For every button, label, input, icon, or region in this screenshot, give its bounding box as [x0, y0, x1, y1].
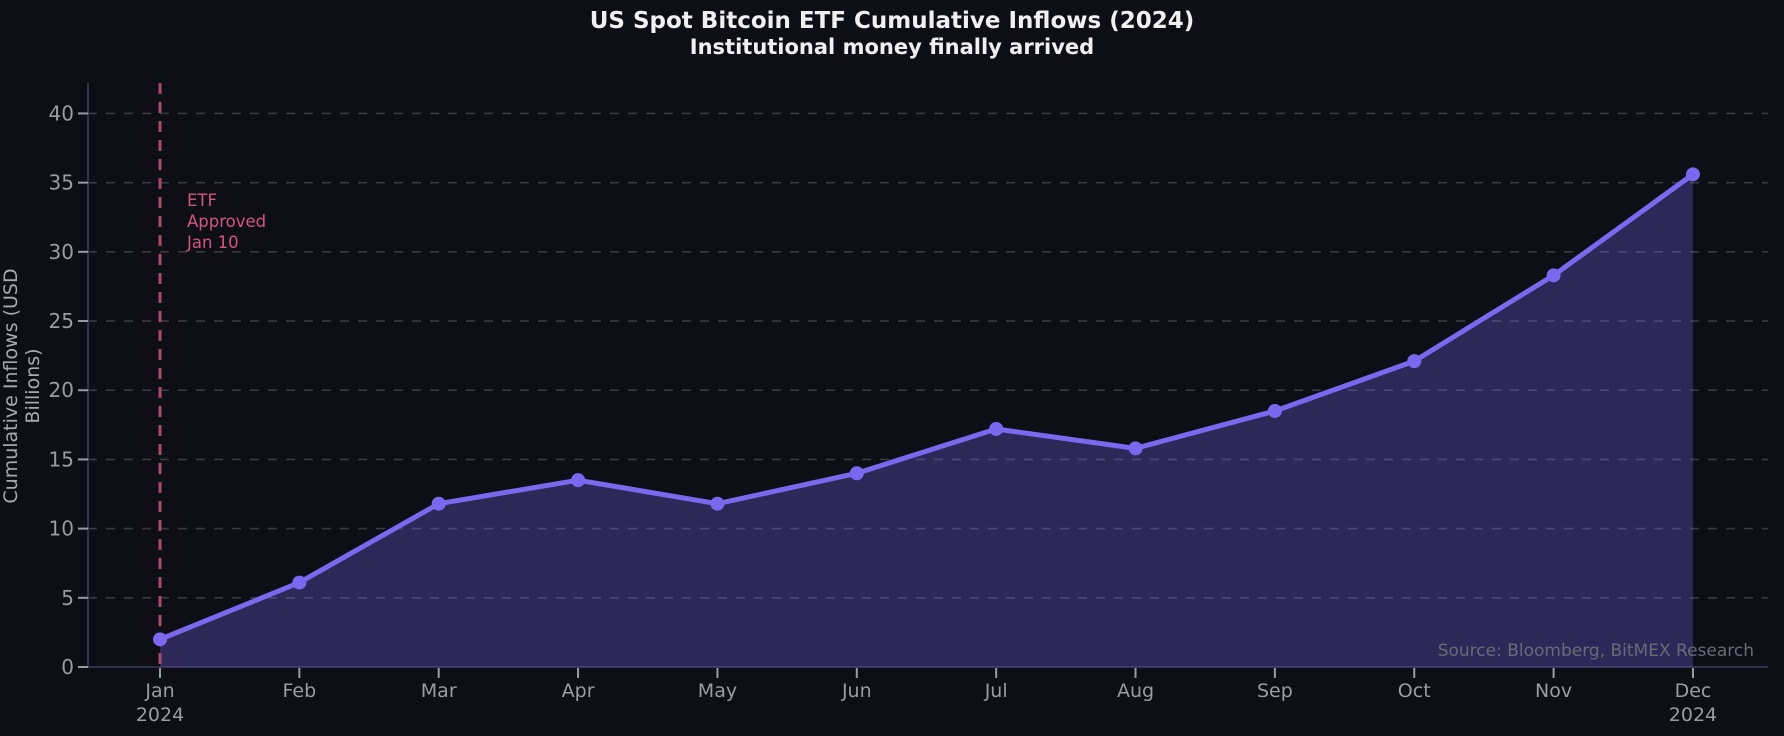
data-point-Mar [431, 496, 446, 511]
y-tick-label-25: 25 [49, 309, 74, 333]
y-tick-label-40: 40 [49, 101, 74, 125]
source-credit: Source: Bloomberg, BitMEX Research [1437, 641, 1754, 661]
x-tick-label-Dec: Dec [1675, 680, 1712, 702]
y-tick-label-20: 20 [49, 378, 74, 402]
data-point-Jul [989, 421, 1004, 436]
x-tick-year-label-Jan: 2024 [136, 704, 184, 726]
x-tick-label-May: May [698, 680, 737, 702]
chart-title: US Spot Bitcoin ETF Cumulative Inflows (… [589, 8, 1195, 34]
x-tick-label-Apr: Apr [562, 680, 595, 702]
y-tick-label-5: 5 [61, 586, 74, 610]
data-point-Dec [1685, 167, 1700, 182]
data-point-Jan [153, 632, 167, 647]
x-tick-label-Oct: Oct [1398, 680, 1431, 702]
x-tick-label-Jul: Jul [984, 680, 1008, 702]
data-point-Sep [1267, 403, 1282, 418]
x-tick-label-Feb: Feb [283, 680, 317, 702]
y-tick-label-15: 15 [49, 447, 74, 471]
area-fill [160, 174, 1693, 667]
data-point-Aug [1128, 441, 1143, 456]
chart-subtitle: Institutional money finally arrived [689, 35, 1095, 59]
x-tick-label-Mar: Mar [421, 680, 457, 702]
x-tick-label-Nov: Nov [1535, 680, 1572, 702]
x-tick-label-Jun: Jun [841, 680, 872, 702]
y-tick-label-30: 30 [49, 240, 74, 264]
x-tick-year-label-Dec: 2024 [1669, 704, 1717, 726]
y-tick-label-0: 0 [61, 655, 74, 679]
y-tick-label-10: 10 [49, 517, 74, 541]
data-point-Jun [849, 466, 864, 481]
x-tick-label-Jan: Jan [144, 680, 174, 702]
data-point-May [710, 496, 725, 511]
data-point-Oct [1407, 354, 1422, 369]
chart-header: US Spot Bitcoin ETF Cumulative Inflows (… [0, 8, 1784, 60]
cumulative-inflows-line [157, 171, 1696, 642]
data-point-Feb [292, 575, 307, 590]
x-tick-label-Aug: Aug [1117, 680, 1154, 702]
etf-approval-annotation: ETF Approved Jan 10 [187, 191, 267, 252]
data-point-Apr [571, 473, 586, 488]
y-tick-label-35: 35 [49, 171, 74, 195]
x-tick-label-Sep: Sep [1257, 680, 1293, 702]
data-point-Nov [1546, 268, 1561, 283]
